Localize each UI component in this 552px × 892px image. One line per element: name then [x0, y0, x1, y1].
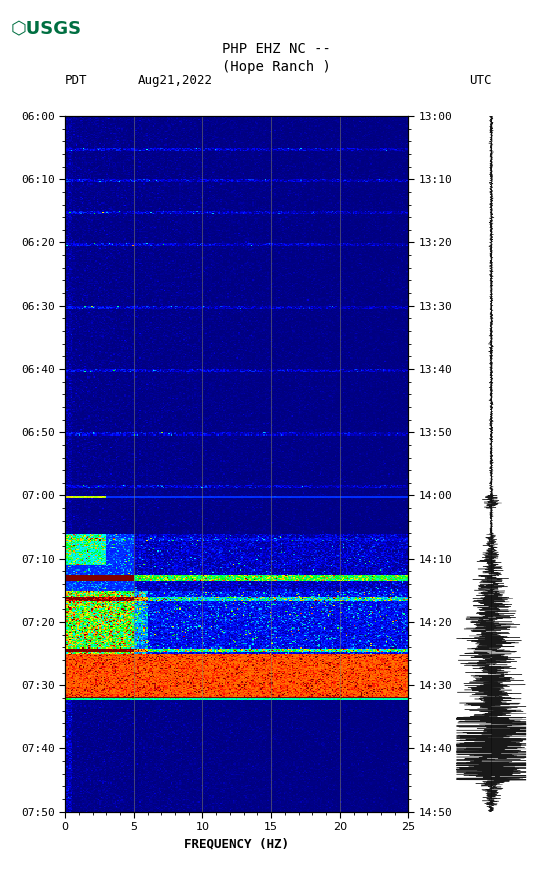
- Text: PHP EHZ NC --: PHP EHZ NC --: [221, 42, 331, 56]
- X-axis label: FREQUENCY (HZ): FREQUENCY (HZ): [184, 838, 289, 851]
- Text: (Hope Ranch ): (Hope Ranch ): [221, 60, 331, 74]
- Text: UTC: UTC: [469, 74, 491, 87]
- Text: ⬡USGS: ⬡USGS: [11, 20, 82, 38]
- Text: PDT: PDT: [65, 74, 88, 87]
- Text: Aug21,2022: Aug21,2022: [138, 74, 213, 87]
